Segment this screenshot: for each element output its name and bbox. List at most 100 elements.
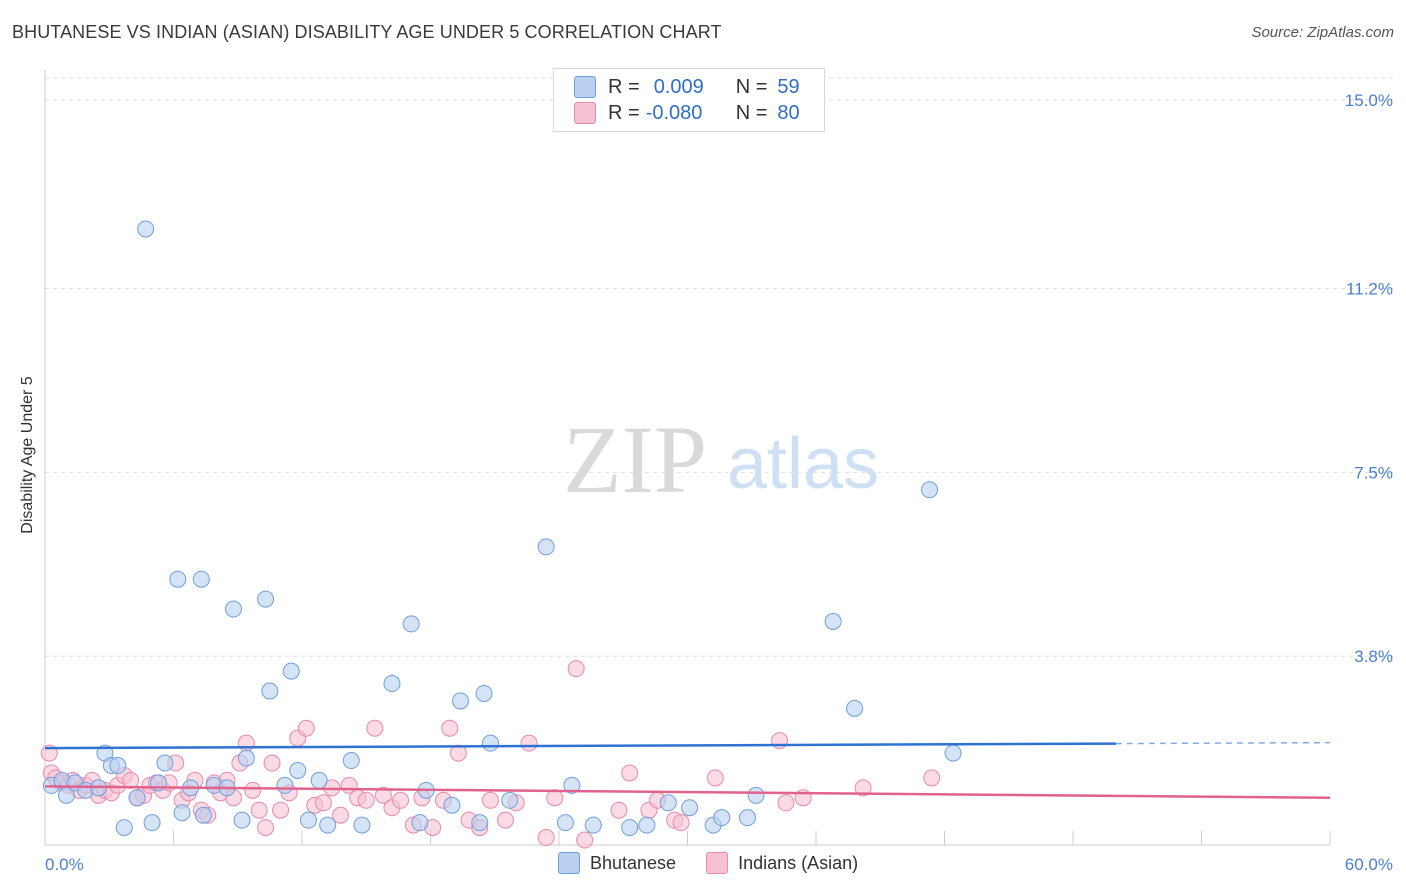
- bhutanese-point: [443, 796, 461, 814]
- indians-asian-point: [610, 801, 628, 819]
- indians-asian-point: [263, 754, 281, 772]
- bhutanese-point: [310, 771, 328, 789]
- legend-r-value: -0.080: [645, 101, 703, 124]
- bhutanese-point: [713, 809, 731, 827]
- bhutanese-trend-line: [44, 742, 1116, 750]
- source-label: Source: ZipAtlas.com: [1251, 24, 1394, 41]
- series-label-indians-asian: Indians (Asian): [738, 852, 859, 873]
- series-swatch-pink: [706, 852, 729, 874]
- y-tick-label: 11.2%: [1346, 280, 1393, 299]
- gridlines: [45, 77, 1395, 657]
- series-legend-indians-asian: Indians (Asian): [706, 852, 858, 874]
- bhutanese-point: [137, 220, 155, 238]
- bhutanese-point: [537, 538, 555, 556]
- indians-asian-point: [392, 791, 410, 809]
- bhutanese-point: [501, 791, 519, 809]
- indians-asian-point: [332, 806, 350, 824]
- bhutanese-point: [237, 749, 255, 767]
- bhutanese-point: [192, 570, 210, 588]
- indians-asian-point: [374, 786, 392, 804]
- indians-asian-point: [567, 660, 585, 678]
- bhutanese-point: [233, 811, 251, 829]
- indians-asian-point: [706, 769, 724, 787]
- indians-asian-point: [357, 791, 375, 809]
- indians-asian-point: [854, 779, 872, 797]
- bhutanese-point: [944, 744, 962, 762]
- indians-asian-point: [923, 769, 941, 787]
- bhutanese-point: [584, 816, 602, 834]
- indians-asian-point: [481, 791, 499, 809]
- trend-lines: [44, 741, 1331, 800]
- indians-asian-point: [777, 794, 795, 812]
- bhutanese-point: [169, 570, 187, 588]
- bhutanese-point: [451, 692, 469, 710]
- bhutanese-point: [411, 814, 429, 832]
- indians-asian-point: [672, 814, 690, 832]
- bhutanese-point: [659, 794, 677, 812]
- indians-asian-point: [496, 811, 514, 829]
- bhutanese-point: [342, 752, 360, 770]
- bhutanese-point: [481, 734, 499, 752]
- bhutanese-point: [299, 811, 317, 829]
- legend-swatch-blue: [574, 76, 596, 98]
- indians-asian-point: [272, 801, 290, 819]
- bhutanese-point: [681, 799, 699, 817]
- bhutanese-point: [173, 804, 191, 822]
- indians-asian-point: [520, 734, 538, 752]
- bhutanese-point: [261, 682, 279, 700]
- legend-r-label: R =: [608, 75, 640, 98]
- bhutanese-point: [471, 814, 489, 832]
- correlation-legend: R = 0.009 N = 59 R = -0.080 N = 80: [553, 68, 825, 132]
- bhutanese-point: [402, 615, 420, 633]
- indians-asian-point: [537, 829, 555, 847]
- indians-asian-point: [366, 719, 384, 737]
- indians-asian-point: [449, 744, 467, 762]
- bhutanese-point: [224, 600, 242, 618]
- bhutanese-point: [289, 761, 307, 779]
- legend-swatch-pink: [574, 102, 596, 124]
- bhutanese-point: [921, 481, 939, 499]
- indians-asian-point: [576, 831, 594, 849]
- indians-asian-point: [314, 794, 332, 812]
- legend-r-label: R =: [608, 101, 640, 124]
- indians-asian-point: [244, 781, 262, 799]
- bhutanese-point: [353, 816, 371, 834]
- bhutanese-point: [846, 699, 864, 717]
- indians-asian-point: [297, 719, 315, 737]
- bhutanese-point: [143, 814, 161, 832]
- bhutanese-point: [824, 612, 842, 630]
- bhutanese-point: [475, 684, 493, 702]
- series-swatch-blue: [558, 852, 580, 874]
- indians-asian-point: [257, 819, 275, 837]
- bhutanese-point: [621, 819, 639, 837]
- watermark-zip: ZIP: [563, 406, 707, 513]
- indians-asian-point: [621, 764, 639, 782]
- bhutanese-point: [638, 816, 656, 834]
- bhutanese-point: [194, 806, 212, 824]
- x-tick-label: 60.0%: [1345, 855, 1393, 874]
- axes: [44, 70, 1331, 846]
- series-legend: Bhutanese Indians (Asian): [558, 852, 888, 874]
- bhutanese-point: [115, 819, 133, 837]
- series-label-bhutanese: Bhutanese: [590, 852, 677, 873]
- indians-asian-point: [441, 719, 459, 737]
- chart-title: BHUTANESE VS INDIAN (ASIAN) DISABILITY A…: [12, 22, 722, 42]
- bhutanese-point: [128, 789, 146, 807]
- indians-asian-point: [237, 734, 255, 752]
- legend-n-value: 80: [777, 101, 800, 124]
- y-tick-label: 15.0%: [1345, 91, 1393, 110]
- legend-row-indians-asian: R = -0.080 N = 80: [574, 101, 800, 125]
- bhutanese-trend-extension: [1115, 741, 1331, 745]
- watermark-atlas: atlas: [727, 424, 879, 504]
- indians-asian-trend-line: [44, 785, 1331, 800]
- watermark: ZIP atlas: [563, 406, 879, 513]
- bhutanese-point: [257, 590, 275, 608]
- tick-labels: 3.8% 7.5% 11.2% 15.0% 0.0% 60.0%: [45, 91, 1393, 874]
- x-tick-label: 0.0%: [45, 855, 84, 874]
- bhutanese-point: [747, 786, 765, 804]
- legend-r-value: 0.009: [653, 75, 704, 98]
- bhutanese-point: [556, 814, 574, 832]
- legend-n-value: 59: [777, 75, 800, 98]
- bhutanese-point: [109, 757, 127, 775]
